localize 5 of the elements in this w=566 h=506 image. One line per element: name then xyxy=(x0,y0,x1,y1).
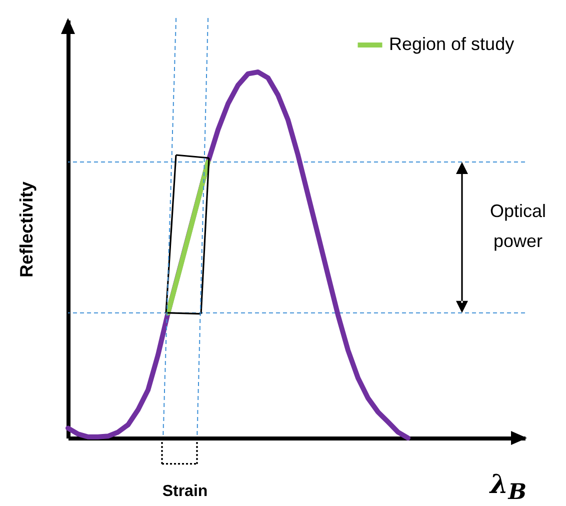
text: Strain xyxy=(161,483,209,501)
legend-label: Region of study xyxy=(389,34,514,54)
y-axis-title: Reflectivity xyxy=(16,181,36,278)
x-axis-title: λ$_{B}$ xyxy=(490,470,527,506)
text: Optical power xyxy=(488,200,548,253)
